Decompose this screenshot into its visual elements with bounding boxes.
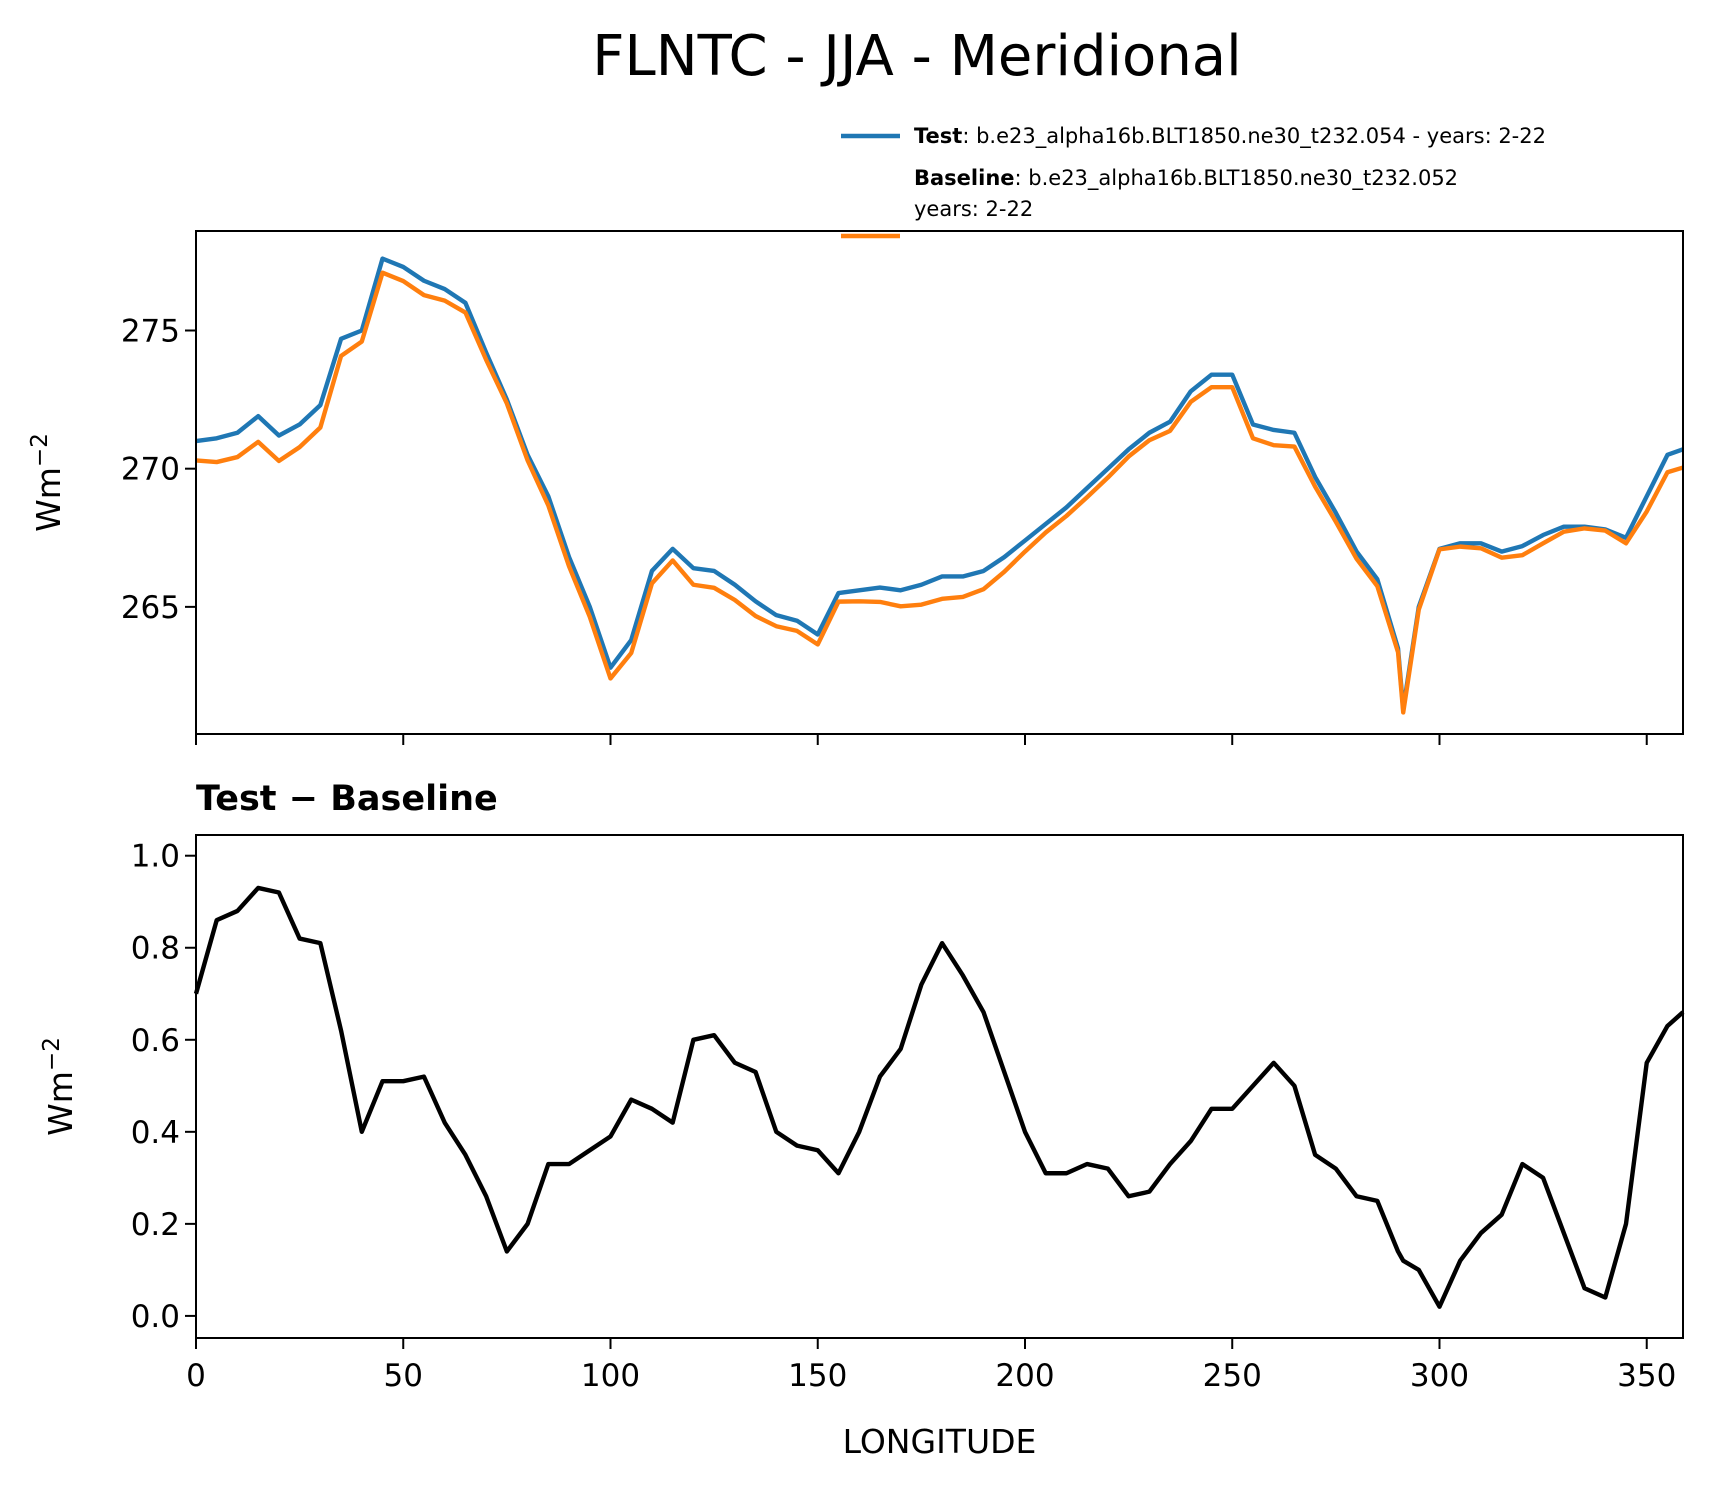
y-tick-label: 0.0: [131, 1299, 180, 1335]
axes-frame: [195, 230, 1684, 735]
y-tick-label: 0.4: [131, 1115, 180, 1151]
legend-description: years: 2-22: [914, 197, 1033, 221]
x-tick-label: 150: [788, 1358, 847, 1394]
y-tick-label: 0.2: [131, 1207, 180, 1243]
x-tick-label: 50: [384, 1358, 423, 1394]
figure-title: FLNTC - JJA - Meridional: [592, 24, 1241, 89]
y-axis-label: Wm−2: [39, 1037, 80, 1136]
x-tick-label: 300: [1410, 1358, 1469, 1394]
legend-label: Baseline: b.e23_alpha16b.BLT1850.ne30_t2…: [914, 166, 1458, 191]
y-axis-label-exponent: −2: [39, 1037, 65, 1071]
legend-label: Test: b.e23_alpha16b.BLT1850.ne30_t232.0…: [914, 124, 1546, 149]
data-line: [195, 256, 1684, 712]
x-tick-label: 0: [186, 1358, 206, 1394]
x-tick-label: 350: [1617, 1358, 1676, 1394]
legend-label: years: 2-22: [914, 197, 1033, 221]
y-tick-label: 0.8: [131, 931, 180, 967]
y-tick-label: 275: [121, 313, 180, 349]
y-tick-label: 1.0: [131, 839, 180, 875]
y-tick-label: 270: [121, 452, 180, 488]
legend-name: Baseline: [914, 166, 1015, 190]
data-line: [193, 885, 1685, 1309]
legend-name: Test: [914, 124, 962, 148]
data-line: [195, 270, 1684, 715]
y-axis-label-base: Wm: [41, 1071, 80, 1136]
axes-frame: [195, 834, 1684, 1339]
x-tick-label: 100: [581, 1358, 640, 1394]
legend-description: : b.e23_alpha16b.BLT1850.ne30_t232.054 -…: [962, 124, 1546, 149]
x-axis-label: LONGITUDE: [843, 1422, 1037, 1461]
y-axis-label-base: Wm: [29, 467, 68, 532]
legend-description: : b.e23_alpha16b.BLT1850.ne30_t232.052: [1015, 166, 1459, 191]
x-tick-label: 250: [1203, 1358, 1262, 1394]
y-tick-label: 265: [121, 590, 180, 626]
y-axis-label: Wm−2: [27, 433, 68, 532]
y-tick-label: 0.6: [131, 1023, 180, 1059]
y-axis-label-exponent: −2: [27, 433, 53, 467]
chart-title: Test − Baseline: [196, 779, 498, 819]
x-tick-label: 200: [995, 1358, 1054, 1394]
